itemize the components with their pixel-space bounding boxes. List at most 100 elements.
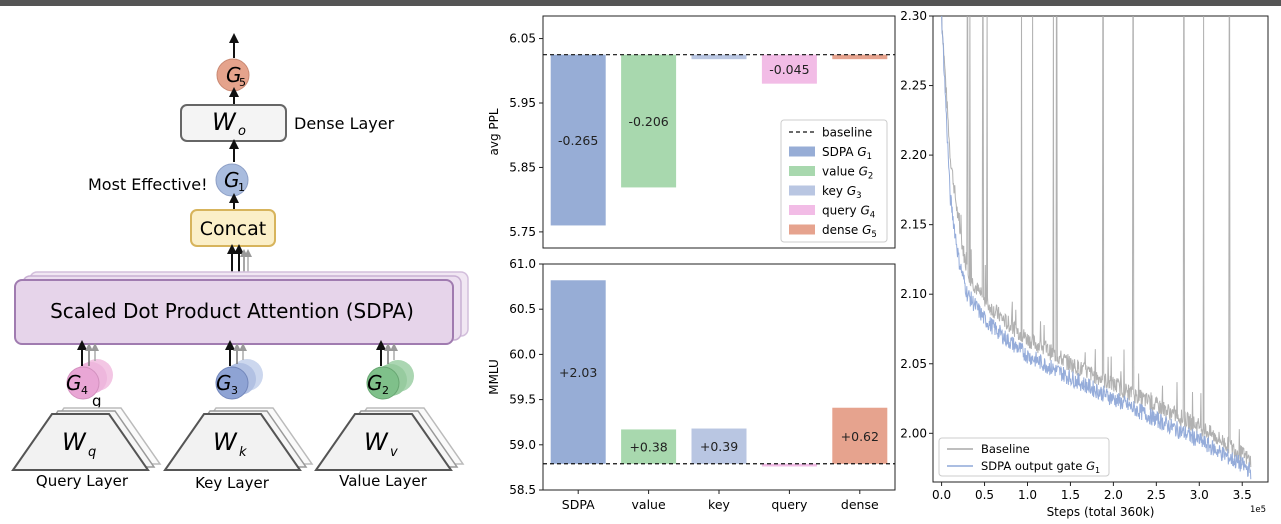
y-axis-label: avg PPL bbox=[487, 108, 501, 155]
bar-value-label: +0.62 bbox=[841, 429, 879, 444]
gate-g1-sub: 1 bbox=[238, 181, 245, 194]
x-tick-label: 0.5 bbox=[975, 488, 994, 502]
dense-layer-label: Dense Layer bbox=[294, 114, 395, 133]
y-tick-label: 61.0 bbox=[509, 257, 536, 271]
y-tick-label: 2.30 bbox=[900, 9, 927, 23]
wo-label: W bbox=[212, 108, 237, 136]
plot-frame bbox=[542, 15, 896, 249]
sdpa-label: Scaled Dot Product Attention (SDPA) bbox=[50, 299, 414, 323]
value-branch: G 2 W v Value Layer bbox=[314, 340, 465, 490]
wv-sub: v bbox=[390, 445, 398, 460]
concat-box: Concat bbox=[190, 209, 276, 247]
legend-swatch bbox=[789, 224, 815, 235]
bar-dense bbox=[832, 54, 888, 60]
wk-trapezoid bbox=[163, 413, 302, 471]
y-tick-label: 5.85 bbox=[509, 160, 536, 174]
gate-g1-label: G bbox=[224, 168, 240, 192]
gate-g4-label: G bbox=[66, 371, 82, 395]
gate-g2-sub: 2 bbox=[382, 384, 389, 397]
legend: baseline SDPA G1 value G2 key G3 query G4 den… bbox=[780, 119, 888, 243]
legend-swatch bbox=[789, 185, 815, 196]
y-tick-label: 2.15 bbox=[900, 218, 927, 232]
gate-g1: G 1 bbox=[215, 163, 249, 197]
bar-dense bbox=[832, 407, 888, 464]
loss-line-chart: 2.00 2.05 2.10 2.15 2.20 2.25 2.30 0.0 0.5 1.0 1.5… bbox=[900, 9, 1269, 519]
legend-label: dense G5 bbox=[822, 223, 877, 240]
legend: Baseline SDPA output gate G1 bbox=[938, 437, 1110, 477]
gate-g4-sub: 4 bbox=[81, 384, 88, 397]
wq-sub: q bbox=[88, 445, 96, 460]
legend-swatch bbox=[789, 146, 815, 157]
gate-g2-label: G bbox=[367, 371, 383, 395]
legend-label: Baseline bbox=[981, 442, 1030, 456]
y-tick-label: 58.5 bbox=[509, 483, 536, 497]
y-tick-label: 60.0 bbox=[509, 347, 536, 361]
y-tick-label: 59.5 bbox=[509, 393, 536, 407]
most-effective-label: Most Effective! bbox=[88, 175, 208, 194]
bar-value bbox=[621, 54, 677, 188]
wv-trapezoid bbox=[314, 413, 453, 471]
x-tick-label: 1.0 bbox=[1018, 488, 1037, 502]
x-tick-label: 3.0 bbox=[1190, 488, 1209, 502]
y-tick-label: 6.05 bbox=[509, 32, 536, 46]
x-tick-label: query bbox=[771, 497, 808, 512]
legend-label: value G2 bbox=[822, 165, 873, 182]
y-tick-label: 5.75 bbox=[509, 225, 536, 239]
x-tick-label: key bbox=[708, 497, 730, 512]
y-tick-label: 5.95 bbox=[509, 96, 536, 110]
y-tick-label: 2.05 bbox=[900, 357, 927, 371]
bar-query bbox=[761, 463, 817, 467]
bar-value-label: -0.206 bbox=[628, 114, 668, 129]
stray-g-label: g bbox=[92, 392, 102, 410]
bar-key bbox=[691, 54, 747, 60]
sdpa-block: Scaled Dot Product Attention (SDPA) bbox=[14, 271, 469, 345]
bar-key bbox=[691, 428, 747, 464]
legend-label: query G4 bbox=[822, 204, 875, 221]
y-axis-label: MMLU bbox=[487, 359, 501, 395]
bar-value bbox=[621, 429, 677, 464]
x-tick-label: value bbox=[632, 497, 666, 512]
legend-box bbox=[938, 437, 1110, 477]
plot-frame bbox=[932, 15, 1269, 483]
gate-g3-sub: 3 bbox=[231, 384, 238, 397]
x-tick-label: 2.5 bbox=[1147, 488, 1166, 502]
y-tick-label: 60.5 bbox=[509, 302, 536, 316]
gating-architecture-diagram: G 5 W o Dense Layer G 1 Most Effective! … bbox=[11, 33, 469, 492]
x-tick-label: 3.5 bbox=[1233, 488, 1252, 502]
legend-swatch bbox=[789, 205, 815, 215]
y-tick-label: 2.10 bbox=[900, 287, 927, 301]
value-layer-label: Value Layer bbox=[339, 472, 428, 490]
legend-label: key G3 bbox=[822, 184, 862, 201]
x-axis-label: Steps (total 360k) bbox=[1047, 505, 1155, 519]
legend-swatch bbox=[789, 166, 815, 176]
x-tick-label: 2.0 bbox=[1104, 488, 1123, 502]
top-rule bbox=[0, 0, 1281, 6]
query-branch: G 4 g W q Query Layer bbox=[11, 340, 162, 490]
wq-trapezoid bbox=[11, 413, 150, 471]
x-tick-label: 1.5 bbox=[1061, 488, 1080, 502]
bar-sdpa bbox=[550, 280, 606, 464]
legend-label: SDPA G1 bbox=[822, 145, 872, 162]
x-tick-label: dense bbox=[841, 497, 879, 512]
bar-value-label: +2.03 bbox=[559, 365, 597, 380]
wk-sub: k bbox=[239, 445, 247, 460]
y-tick-label: 2.20 bbox=[900, 148, 927, 162]
wk-label: W bbox=[213, 428, 238, 456]
y-tick-label: 59.0 bbox=[509, 438, 536, 452]
key-branch: G 3 W k Key Layer bbox=[163, 340, 314, 492]
gate-g5-sub: 5 bbox=[239, 76, 246, 89]
gate-g3-label: G bbox=[216, 371, 232, 395]
x-tick-label: 0.0 bbox=[932, 488, 951, 502]
x-tick-label: SDPA bbox=[562, 497, 595, 512]
wv-label: W bbox=[364, 428, 389, 456]
gate-g2-circle bbox=[366, 366, 400, 400]
bar-value-label: -0.265 bbox=[558, 133, 598, 148]
bar-chart-mmlu: 58.5 59.0 59.5 60.0 60.5 61.0 MMLU +2.03 SDPA +0.… bbox=[487, 257, 896, 512]
bar-chart-avg-ppl: 5.75 5.85 5.95 6.05 avg PPL -0.265 -0.206 -0.04… bbox=[487, 15, 896, 249]
wq-label: W bbox=[62, 428, 87, 456]
y-tick-label: 2.00 bbox=[900, 426, 927, 440]
gate-g3-circle bbox=[215, 366, 249, 400]
x-axis-exponent: 1e5 bbox=[1250, 505, 1266, 515]
legend-label: SDPA output gate G1 bbox=[981, 459, 1100, 475]
